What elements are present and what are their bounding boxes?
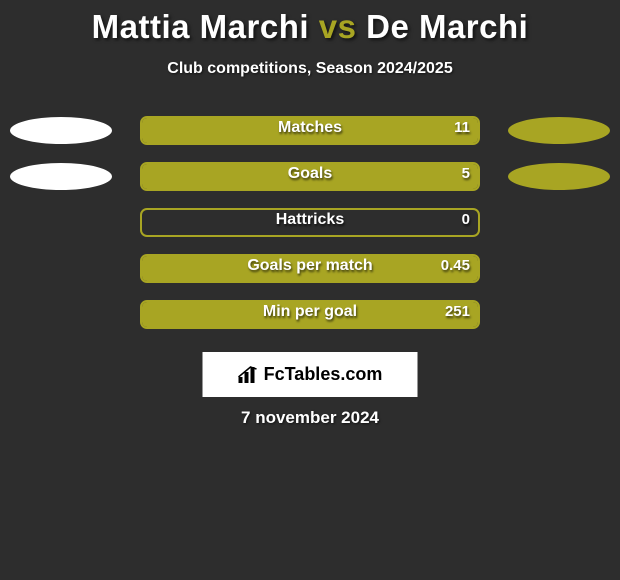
subtitle: Club competitions, Season 2024/2025 <box>0 60 620 78</box>
vs-text: vs <box>319 8 357 45</box>
stat-row: Hattricks0 <box>0 206 620 252</box>
stat-bar-track <box>140 208 480 237</box>
stat-row: Goals5 <box>0 160 620 206</box>
player2-bar-fill <box>142 164 478 189</box>
player2-bar-fill <box>142 302 478 327</box>
logo-box: FcTables.com <box>203 352 418 397</box>
stat-bar-track <box>140 116 480 145</box>
bars-icon <box>238 366 260 384</box>
stat-row: Goals per match0.45 <box>0 252 620 298</box>
stat-bar-track <box>140 300 480 329</box>
player2-bar-fill <box>142 118 478 143</box>
player2-ellipse <box>508 117 610 144</box>
stat-row: Min per goal251 <box>0 298 620 344</box>
stat-bar-track <box>140 254 480 283</box>
player2-name: De Marchi <box>366 8 528 45</box>
player1-name: Mattia Marchi <box>92 8 309 45</box>
logo-text: FcTables.com <box>264 364 383 385</box>
player2-ellipse <box>508 163 610 190</box>
stat-bar-track <box>140 162 480 191</box>
player2-bar-fill <box>142 256 478 281</box>
player1-ellipse <box>10 117 112 144</box>
comparison-title: Mattia Marchi vs De Marchi <box>0 0 620 46</box>
logo: FcTables.com <box>238 364 383 385</box>
stat-row: Matches11 <box>0 114 620 160</box>
date-line: 7 november 2024 <box>0 408 620 428</box>
stats-container: Matches11Goals5Hattricks0Goals per match… <box>0 114 620 344</box>
player1-ellipse <box>10 163 112 190</box>
